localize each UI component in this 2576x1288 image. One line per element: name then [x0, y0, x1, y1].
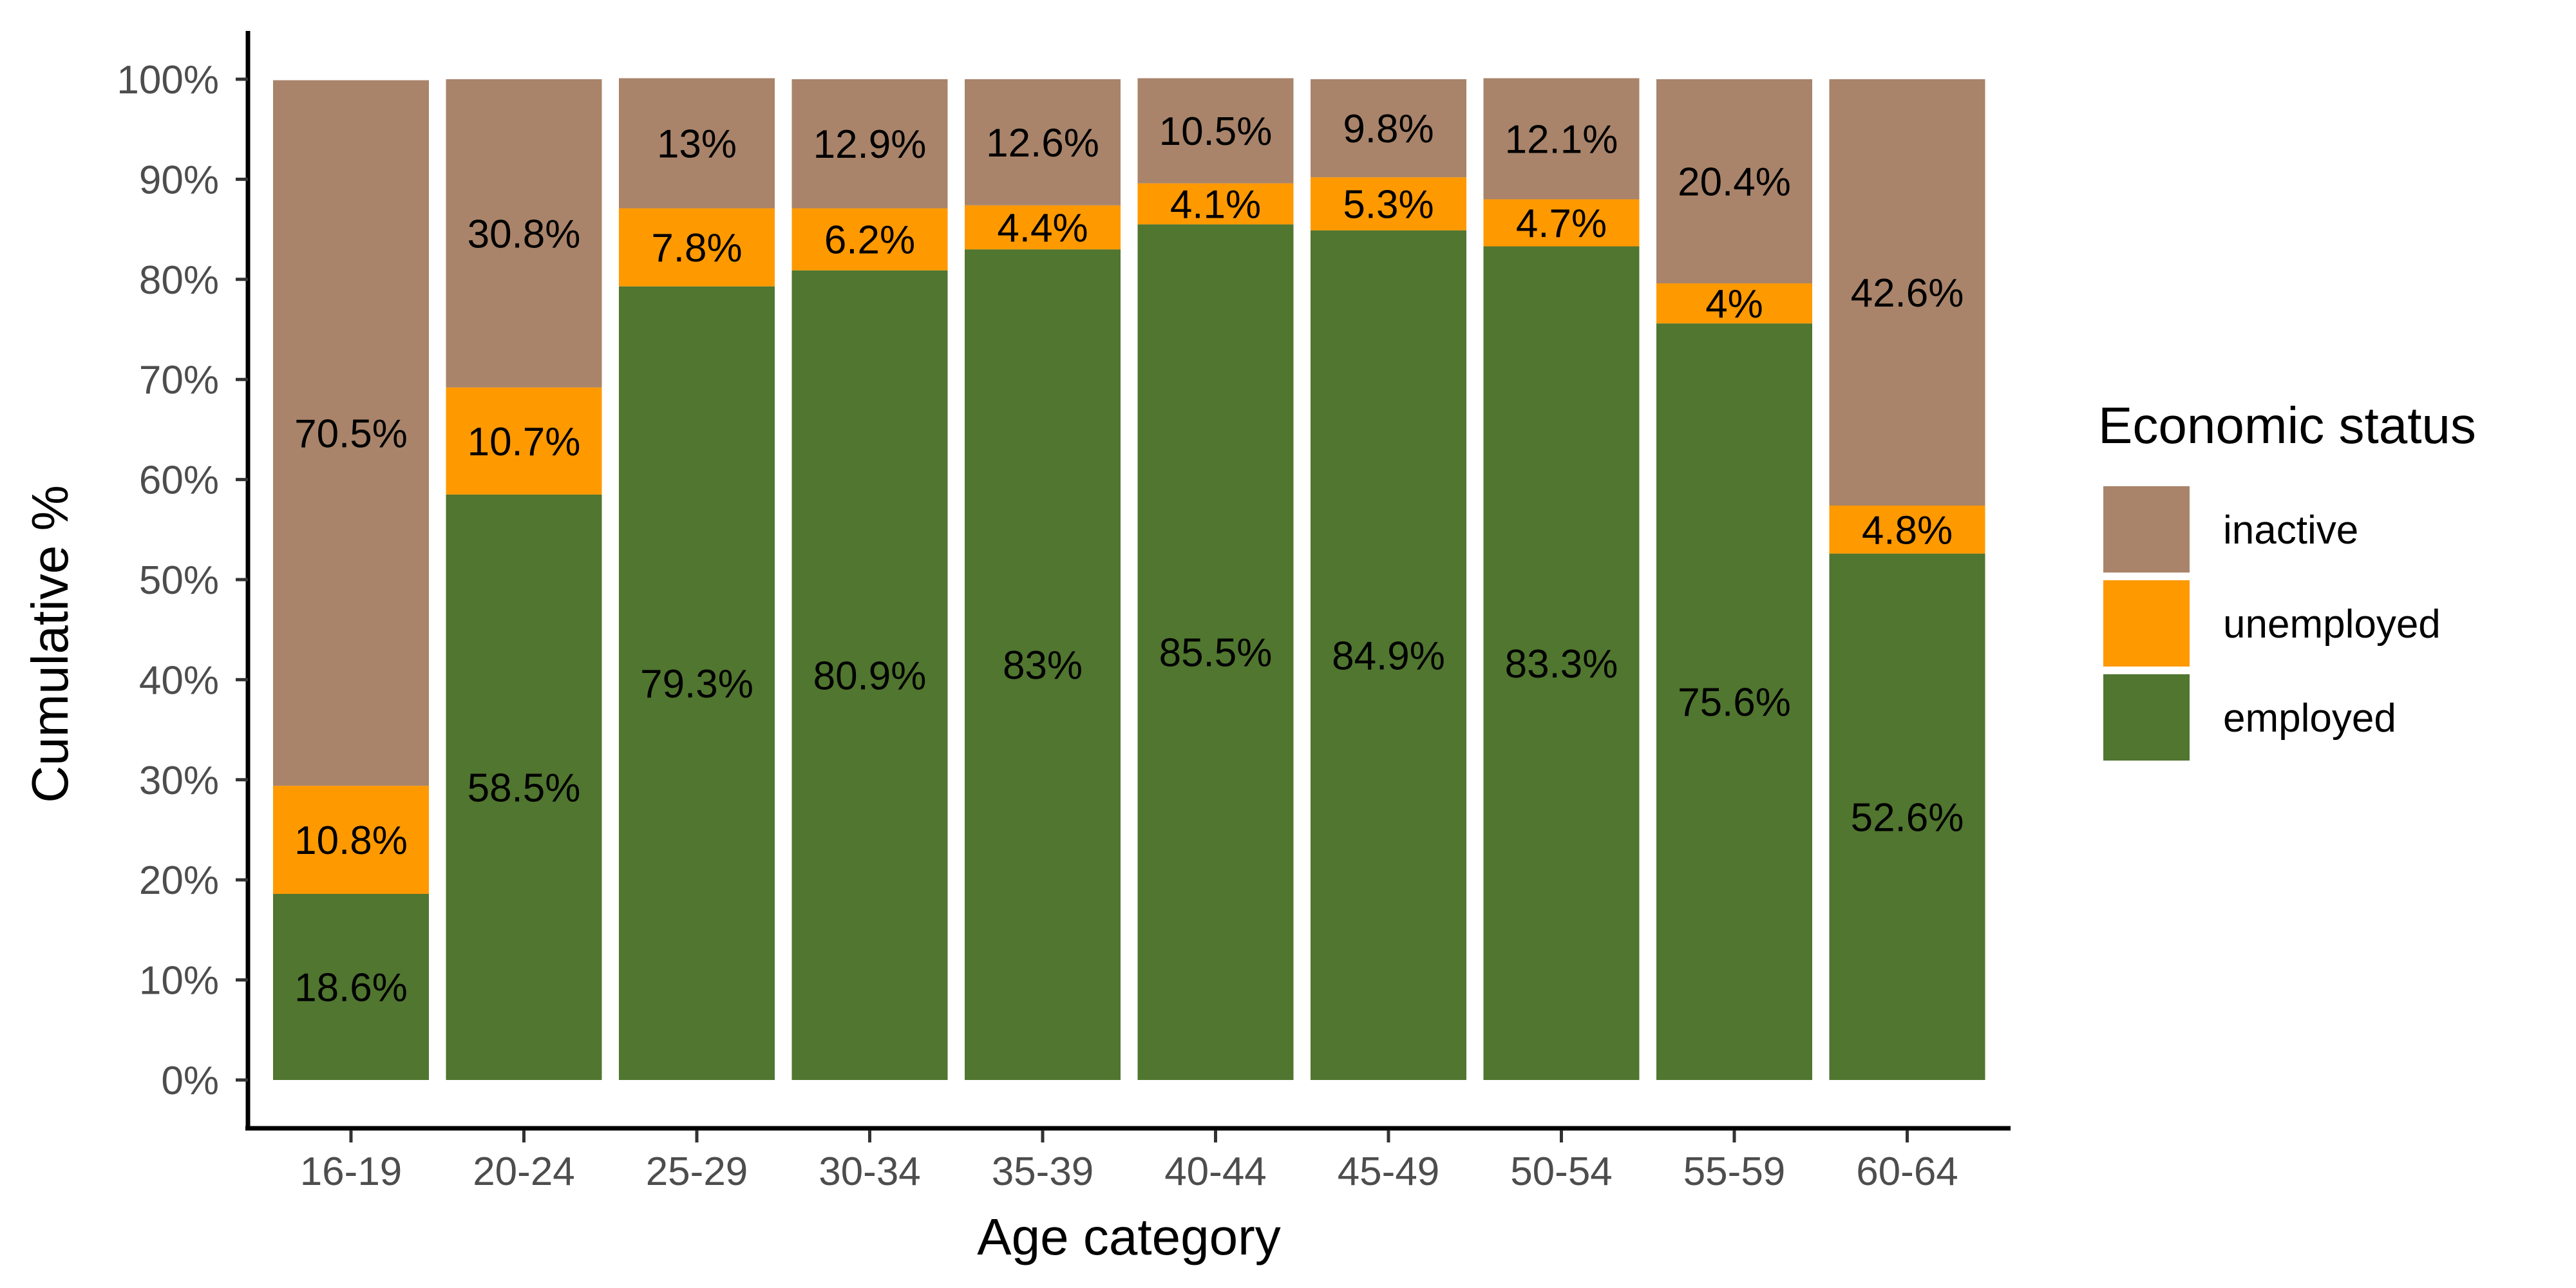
x-ticks: 16-19 20-24 25-29 30-34 35-39 40-44 45-49 50-54… [300, 1130, 1958, 1194]
bar-inactive-25-29 [619, 78, 775, 209]
bar-label-employed-55-59: 75.6% [1678, 681, 1791, 725]
y-tick-label: 50% [139, 558, 219, 603]
bar-inactive-45-49 [1311, 79, 1466, 178]
bar-unemployed-55-59 [1656, 283, 1812, 324]
x-tick-label: 40-44 [1164, 1150, 1267, 1194]
x-tick-label: 25-29 [646, 1150, 748, 1194]
bar-unemployed-40-44 [1137, 183, 1294, 225]
bar-label-unemployed-55-59: 4% [1705, 282, 1763, 327]
bar-unemployed-35-39 [965, 205, 1121, 250]
bar-employed-20-24 [446, 494, 602, 1080]
bar-unemployed-50-54 [1483, 199, 1640, 247]
bar-inactive-55-59 [1656, 79, 1812, 284]
legend-title: Economic status [2098, 397, 2476, 454]
bar-label-unemployed-40-44: 4.1% [1170, 182, 1261, 227]
bar-label-unemployed-25-29: 7.8% [651, 226, 742, 270]
legend-key-employed [2103, 674, 2190, 761]
bar-employed-35-39 [965, 249, 1121, 1081]
y-tick-label: 30% [139, 759, 219, 803]
bar-employed-55-59 [1656, 323, 1812, 1080]
bar-unemployed-45-49 [1311, 177, 1466, 231]
bar-unemployed-16-19 [273, 786, 429, 894]
bar-label-inactive-30-34: 12.9% [813, 122, 927, 167]
y-tick-label: 10% [139, 959, 219, 1003]
y-ticks: 0% 10% 20% 30% 40% 50% 60% 70% 80% 90% 100% [117, 58, 248, 1103]
bar-unemployed-20-24 [446, 387, 602, 495]
bar-employed-45-49 [1311, 230, 1466, 1080]
bar-label-employed-45-49: 84.9% [1332, 634, 1445, 678]
legend-key-inactive [2103, 486, 2190, 573]
bar-labels-layer: 18.6% 10.8% 70.5% 58.5% 10.7% 30.8% 79.3% 7.8% 1… [294, 107, 1964, 1010]
bar-label-unemployed-60-64: 4.8% [1862, 508, 1953, 553]
bar-inactive-40-44 [1137, 78, 1294, 184]
bar-label-unemployed-20-24: 10.7% [468, 420, 581, 464]
y-tick-label: 70% [139, 358, 219, 402]
bar-label-employed-16-19: 18.6% [294, 965, 408, 1010]
bar-employed-16-19 [273, 893, 429, 1080]
bar-inactive-60-64 [1829, 79, 1985, 506]
x-tick-label: 35-39 [992, 1150, 1094, 1194]
x-tick-label: 30-34 [819, 1150, 921, 1194]
bar-unemployed-60-64 [1829, 506, 1985, 554]
legend-label-employed: employed [2223, 696, 2396, 741]
x-tick-label: 55-59 [1683, 1150, 1786, 1194]
bar-label-inactive-20-24: 30.8% [468, 212, 581, 256]
x-tick-label: 16-19 [300, 1150, 402, 1194]
y-tick-label: 60% [139, 459, 219, 503]
bar-label-employed-60-64: 52.6% [1851, 795, 1964, 840]
bar-unemployed-30-34 [791, 208, 948, 270]
bar-label-employed-30-34: 80.9% [813, 654, 927, 698]
bar-label-employed-20-24: 58.5% [468, 766, 581, 810]
y-tick-label: 90% [139, 158, 219, 202]
bar-employed-25-29 [619, 286, 775, 1081]
legend: Economic status inactive unemployed employ… [2098, 397, 2476, 761]
bar-label-employed-40-44: 85.5% [1159, 631, 1273, 676]
bar-label-unemployed-50-54: 4.7% [1516, 202, 1607, 246]
bar-inactive-20-24 [446, 79, 602, 388]
bars-layer [273, 78, 1985, 1081]
bar-label-inactive-50-54: 12.1% [1505, 117, 1618, 162]
y-tick-label: 80% [139, 258, 219, 303]
bar-label-inactive-55-59: 20.4% [1678, 160, 1791, 205]
bar-label-inactive-35-39: 12.6% [986, 121, 1099, 166]
bar-label-inactive-25-29: 13% [657, 122, 737, 166]
bar-label-unemployed-35-39: 4.4% [997, 206, 1088, 251]
x-tick-label: 60-64 [1856, 1150, 1958, 1194]
bar-employed-40-44 [1137, 224, 1294, 1081]
x-axis-title: Age category [977, 1208, 1280, 1265]
bar-inactive-35-39 [965, 79, 1121, 205]
x-tick-label: 45-49 [1338, 1150, 1440, 1194]
legend-label-unemployed: unemployed [2223, 602, 2441, 647]
bar-label-employed-50-54: 83.3% [1505, 642, 1618, 687]
bar-employed-30-34 [791, 270, 948, 1081]
bar-label-inactive-16-19: 70.5% [294, 412, 408, 456]
bar-employed-50-54 [1483, 246, 1640, 1080]
bar-inactive-50-54 [1483, 78, 1640, 200]
y-tick-label: 100% [117, 58, 219, 102]
legend-label-inactive: inactive [2223, 508, 2358, 553]
legend-key-unemployed [2103, 580, 2190, 667]
bar-label-inactive-45-49: 9.8% [1343, 107, 1434, 151]
bar-inactive-16-19 [273, 80, 429, 786]
bar-label-unemployed-16-19: 10.8% [294, 819, 408, 863]
bar-inactive-30-34 [791, 79, 948, 209]
bar-label-employed-35-39: 83% [1003, 643, 1083, 688]
bar-unemployed-25-29 [619, 208, 775, 287]
bar-label-inactive-40-44: 10.5% [1159, 109, 1273, 154]
bar-label-unemployed-45-49: 5.3% [1343, 182, 1434, 227]
y-tick-label: 0% [161, 1059, 219, 1103]
bar-label-employed-25-29: 79.3% [640, 662, 753, 706]
bar-label-unemployed-30-34: 6.2% [824, 218, 915, 263]
x-tick-label: 20-24 [473, 1150, 575, 1194]
bar-label-inactive-60-64: 42.6% [1851, 271, 1964, 316]
y-axis-title: Cumulative % [21, 485, 79, 803]
bar-employed-60-64 [1829, 553, 1985, 1080]
x-tick-label: 50-54 [1510, 1150, 1613, 1194]
y-tick-label: 20% [139, 858, 219, 903]
y-tick-label: 40% [139, 658, 219, 703]
